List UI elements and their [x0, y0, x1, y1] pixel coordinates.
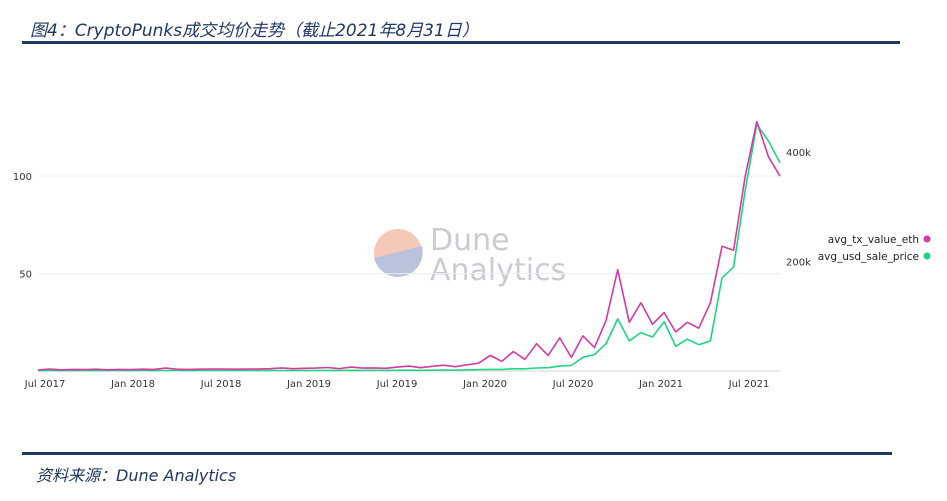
x-tick-label: Jan 2019 — [286, 379, 331, 390]
report-source: 资料来源：Dune Analytics — [36, 466, 237, 485]
x-tick-label: Jan 2018 — [110, 379, 155, 390]
watermark-line1: Dune — [430, 223, 510, 258]
series-line-avg-usd-sale-price — [37, 123, 781, 372]
legend-swatch-avg-usd-sale-price — [923, 252, 931, 260]
legend-swatch-avg-tx-value-eth — [923, 235, 931, 243]
axis-labels: 50 100 200k 400k Jul 2017 Jan 2018 Jul 2018 Jan… — [13, 148, 811, 390]
y-left-tick-label: 100 — [13, 172, 32, 183]
series-line-avg-tx-value-eth — [37, 120, 781, 371]
x-tick-label: Jan 2021 — [638, 379, 683, 390]
x-tick-label: Jan 2020 — [462, 379, 507, 390]
top-rule — [22, 41, 900, 44]
watermark-line2: Analytics — [430, 253, 566, 288]
x-tick-label: Jul 2021 — [728, 379, 770, 390]
watermark: Dune Analytics — [374, 223, 566, 288]
y-right-tick-label: 400k — [786, 148, 811, 159]
grid — [38, 175, 780, 372]
x-tick-label: Jul 2017 — [24, 379, 66, 390]
legend-label-avg-tx-value-eth: avg_tx_value_eth — [828, 234, 919, 246]
x-tick-label: Jul 2019 — [376, 379, 418, 390]
report-title: 图4：CryptoPunks成交均价走势（截止2021年8月31日） — [30, 21, 479, 41]
y-left-tick-label: 50 — [19, 270, 32, 281]
legend-label-avg-usd-sale-price: avg_usd_sale_price — [818, 251, 919, 263]
watermark-logo-bottom — [374, 246, 423, 277]
y-right-tick-label: 200k — [786, 257, 811, 268]
series-layer — [37, 120, 781, 372]
x-tick-label: Jul 2020 — [552, 379, 594, 390]
x-tick-label: Jul 2018 — [200, 379, 242, 390]
bottom-rule — [22, 452, 892, 455]
legend: avg_tx_value_eth avg_usd_sale_price — [818, 234, 931, 263]
